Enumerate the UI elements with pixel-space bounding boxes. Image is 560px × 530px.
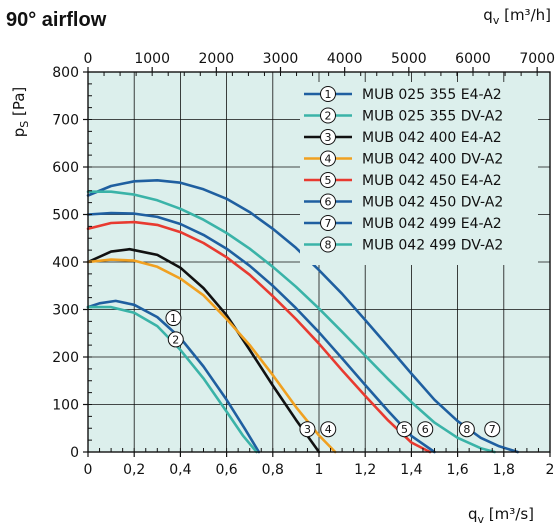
legend-label-7: MUB 042 499 E4-A2 — [362, 216, 502, 232]
legend-marker-label-5: 5 — [325, 174, 332, 187]
curve-marker-label-7: 7 — [489, 423, 496, 436]
y-axis-label: pS [Pa] — [10, 87, 31, 138]
legend-label-6: MUB 042 450 DV-A2 — [362, 195, 503, 211]
curve-marker-6 — [417, 421, 434, 438]
legend-label-8: MUB 042 499 DV-A2 — [362, 238, 503, 254]
curve-marker-label-6: 6 — [422, 423, 429, 436]
y-tick-label: 800 — [52, 65, 79, 81]
curve-marker-3 — [299, 421, 316, 438]
legend-background — [300, 82, 538, 265]
y-tick-label: 500 — [52, 208, 79, 224]
x-tick-label: 1,6 — [446, 462, 468, 478]
x-tick-label: 0,8 — [262, 462, 284, 478]
legend-marker-1 — [320, 86, 336, 102]
curve-marker-1 — [165, 310, 182, 327]
curve-marker-4 — [320, 421, 337, 438]
series-line-4 — [86, 258, 337, 454]
legend-marker-label-3: 3 — [325, 131, 332, 144]
curve-marker-5 — [396, 421, 413, 438]
curve-marker-label-2: 2 — [172, 333, 179, 346]
x-top-axis-label: qv [m³/h] — [483, 6, 551, 27]
series-line-3 — [86, 247, 321, 454]
legend-marker-label-1: 1 — [325, 88, 332, 101]
series-line-6 — [86, 211, 436, 454]
x-top-tick-label: 1000 — [134, 51, 170, 67]
x-top-tick-label: 3000 — [263, 51, 299, 67]
legend-marker-2 — [320, 107, 336, 124]
x-tick-label: 1,4 — [400, 462, 422, 478]
legend-marker-5 — [320, 172, 336, 188]
y-tick-label: 400 — [52, 255, 79, 271]
legend-marker-3 — [320, 129, 336, 145]
curve-marker-2 — [167, 331, 184, 348]
curve-marker-label-3: 3 — [304, 423, 311, 436]
series-line-8 — [86, 190, 496, 454]
series-line-2 — [86, 305, 258, 454]
curve-marker-7 — [484, 421, 501, 438]
curve-marker-label-5: 5 — [401, 423, 408, 436]
legend-label-2: MUB 025 355 DV-A2 — [362, 109, 503, 125]
x-axis-label: qv [m³/s] — [468, 505, 534, 526]
legend-marker-label-6: 6 — [325, 196, 332, 209]
curve-marker-8 — [458, 421, 475, 438]
x-tick-label: 0,6 — [215, 462, 237, 478]
x-top-tick-label: 4000 — [327, 51, 363, 67]
legend-label-4: MUB 042 400 DV-A2 — [362, 152, 503, 168]
series-line-5 — [86, 220, 432, 454]
curve-marker-label-1: 1 — [170, 312, 177, 325]
x-tick-label: 0 — [84, 462, 93, 478]
chart-title: 90° airflow — [6, 9, 107, 31]
legend-label-5: MUB 042 450 E4-A2 — [362, 173, 502, 189]
series-lines — [86, 179, 519, 454]
legend-marker-label-2: 2 — [325, 110, 332, 123]
legend-marker-6 — [320, 193, 336, 210]
y-tick-label: 100 — [52, 398, 79, 414]
x-tick-label: 0,4 — [169, 462, 191, 478]
x-tick-label: 0,2 — [123, 462, 145, 478]
curve-marker-label-4: 4 — [325, 423, 332, 436]
axes: 0 0,2 0,4 0,6 0,8 1 1,2 1,4 1,6 1,8 20 1000 2000 3000… — [10, 6, 555, 526]
legend-marker-7 — [320, 215, 336, 231]
series-line-1 — [86, 299, 261, 454]
x-tick-label: 1,2 — [354, 462, 376, 478]
legend-label-3: MUB 042 400 E4-A2 — [362, 130, 502, 146]
x-tick-label: 2 — [546, 462, 555, 478]
y-tick-label: 0 — [70, 445, 79, 461]
y-tick-label: 200 — [52, 350, 79, 366]
y-tick-label: 700 — [52, 113, 79, 129]
x-tick-label: 1,8 — [493, 462, 515, 478]
x-top-tick-label: 5000 — [391, 51, 427, 67]
x-top-tick-label: 2000 — [199, 51, 235, 67]
curve-markers: 1 2 3 4 5 6 7 8 — [165, 310, 501, 438]
x-top-tick-label: 0 — [84, 51, 93, 67]
x-top-tick-label: 6000 — [455, 51, 491, 67]
x-tick-label: 1 — [315, 462, 324, 478]
legend-marker-label-4: 4 — [325, 153, 332, 166]
curve-marker-label-8: 8 — [463, 423, 470, 436]
y-tick-label: 300 — [52, 303, 79, 319]
legend-marker-label-7: 7 — [325, 217, 332, 230]
legend-marker-8 — [320, 236, 336, 253]
legend-marker-label-8: 8 — [325, 239, 332, 252]
x-top-tick-label: 7000 — [519, 51, 555, 67]
y-tick-label: 600 — [52, 160, 79, 176]
legend: 1 MUB 025 355 E4-A2 2 MUB 025 355 DV-A2 3 MUB… — [300, 82, 538, 265]
legend-label-1: MUB 025 355 E4-A2 — [362, 87, 502, 103]
legend-marker-4 — [320, 150, 336, 167]
